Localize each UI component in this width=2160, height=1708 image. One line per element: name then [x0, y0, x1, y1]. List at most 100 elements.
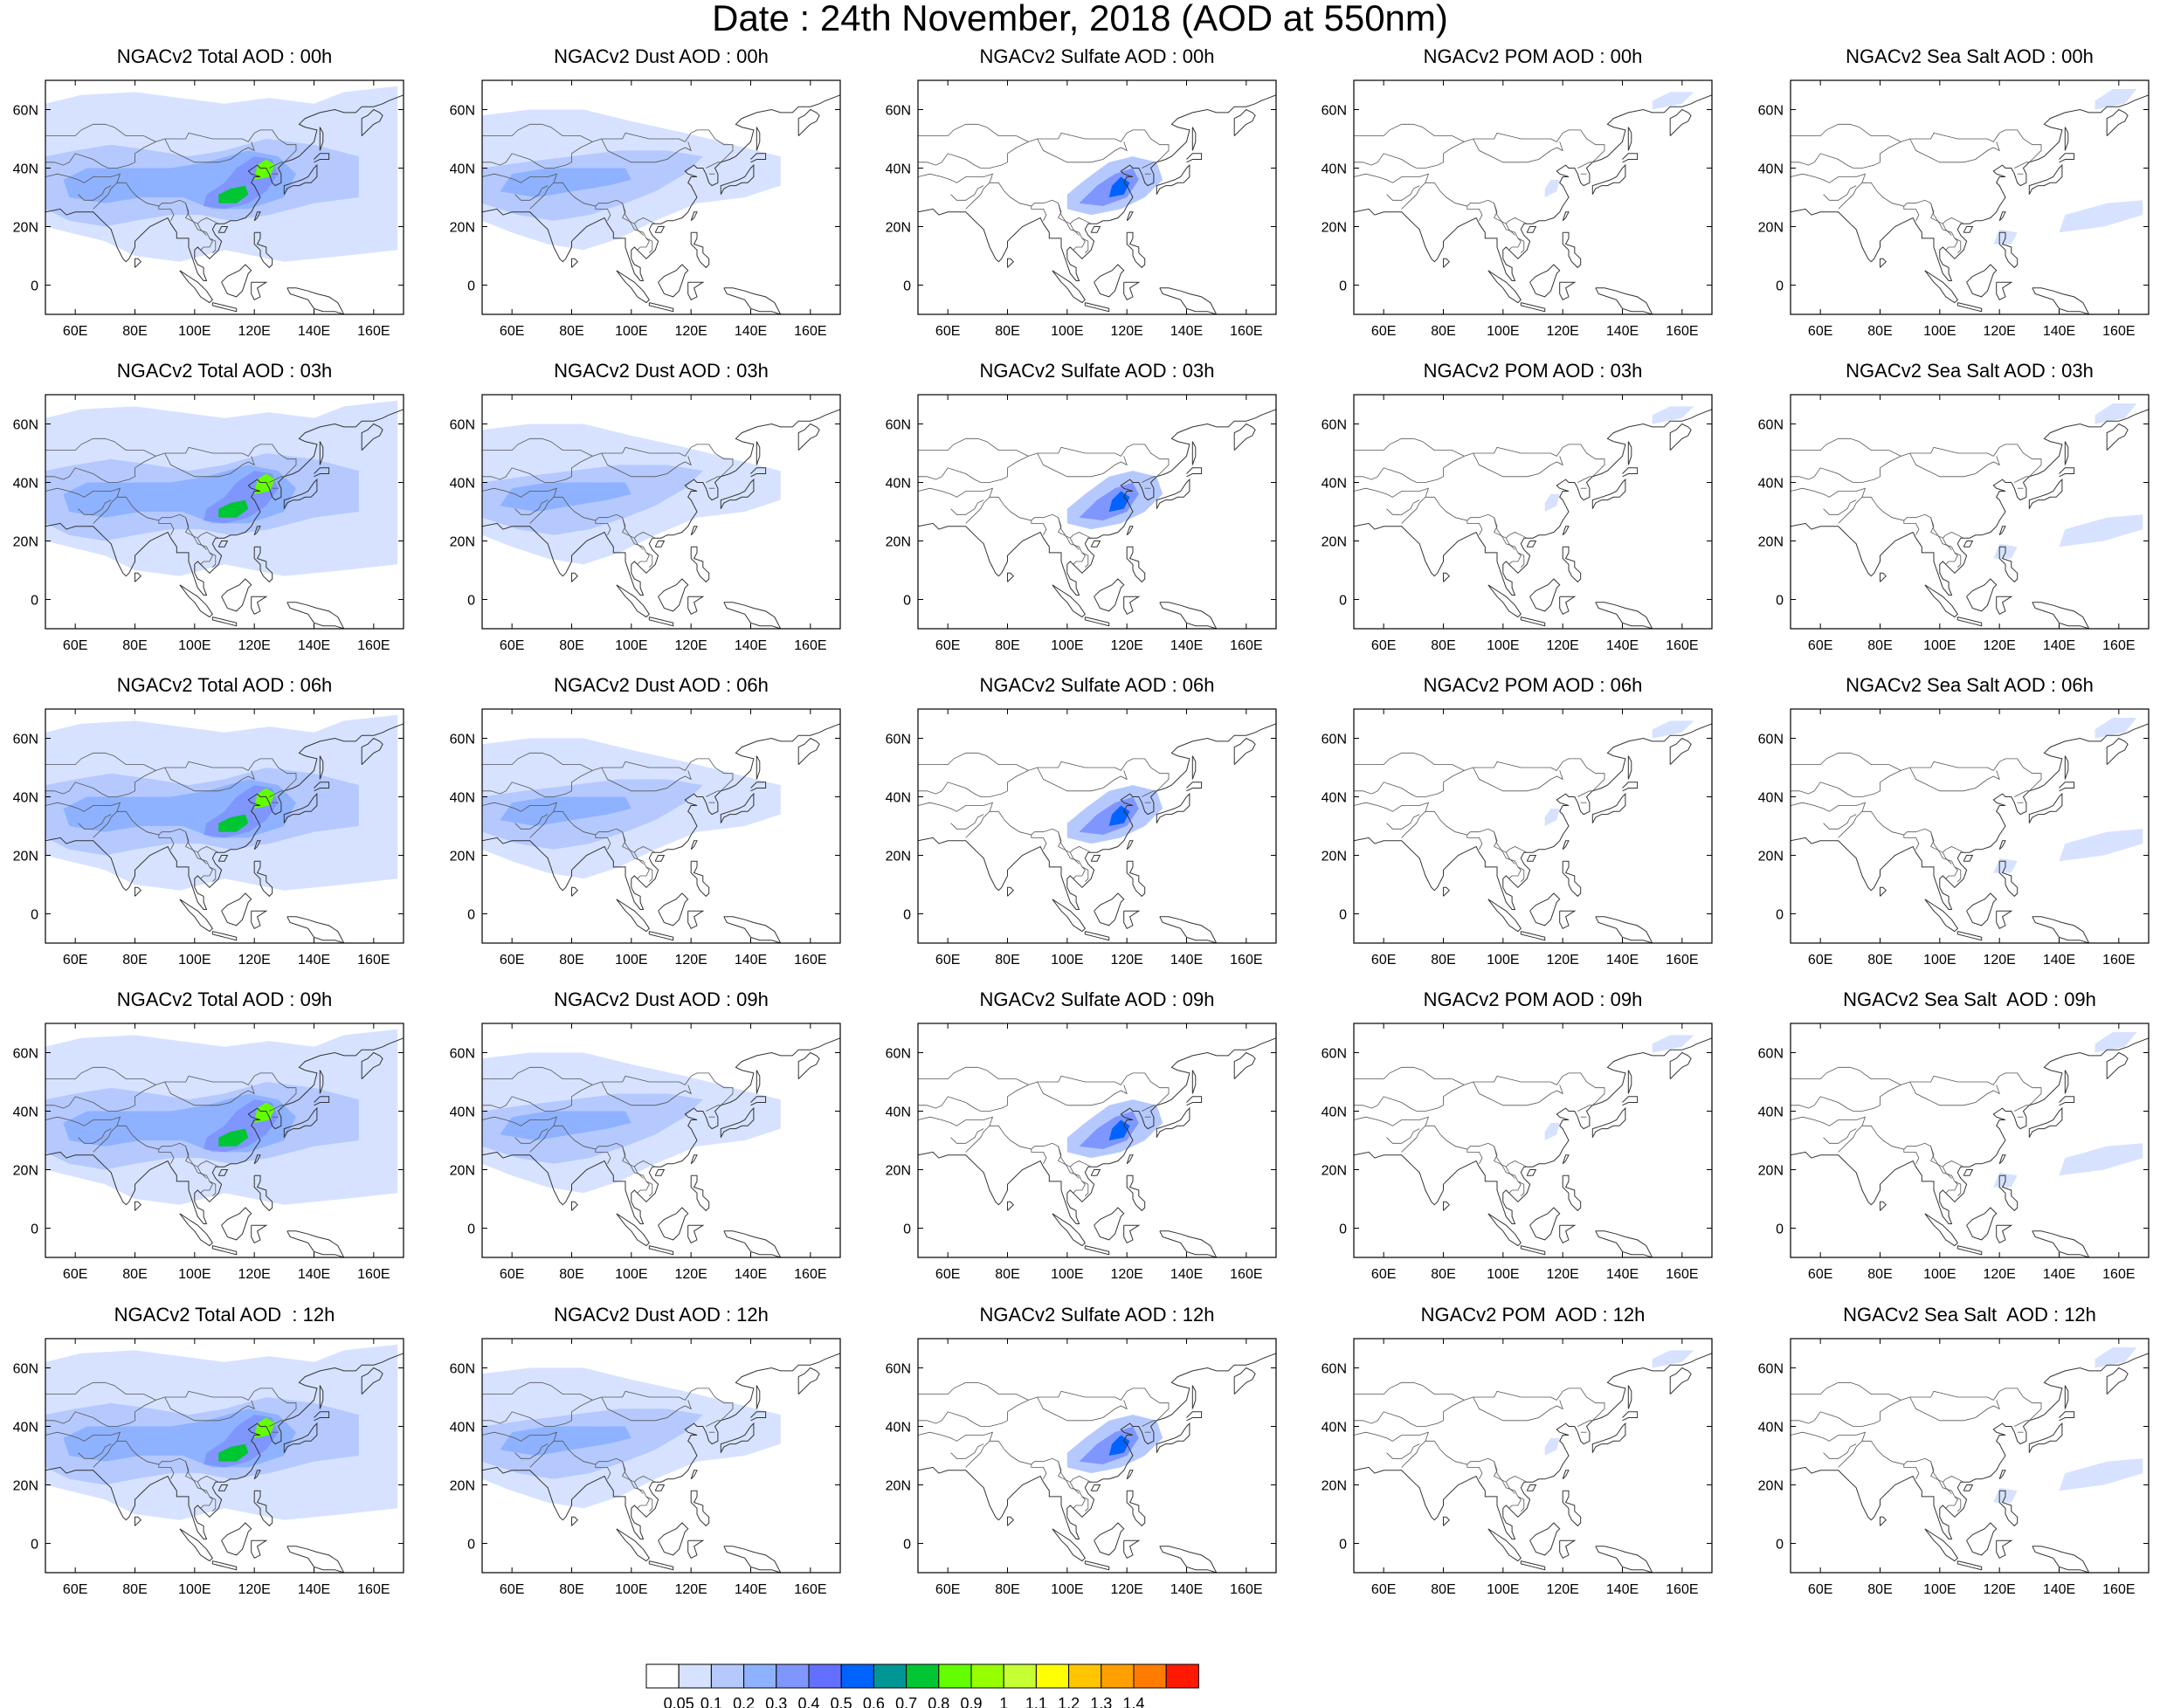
- aod-contour-6: [254, 473, 276, 494]
- country-border: [1386, 814, 1420, 830]
- coastline: [1998, 231, 2019, 269]
- lon-tick-label: 60E: [63, 1267, 87, 1282]
- lon-tick-label: 60E: [935, 324, 960, 339]
- lon-tick-label: 80E: [1431, 953, 1455, 968]
- country-border: [1031, 835, 1047, 850]
- lat-tick-label: 20N: [1758, 850, 1784, 864]
- map-panel-dust-12h: NGACv2 Dust AOD : 12h 60E 80E 100E 120E 140E 1…: [450, 1304, 841, 1608]
- map-frame: [45, 79, 404, 315]
- coastline: [1998, 526, 2006, 536]
- coastline: [1562, 840, 1570, 851]
- coastline: [1084, 1245, 1110, 1256]
- coastline: [1007, 1201, 1015, 1211]
- coastline: [314, 153, 330, 163]
- coastline: [1186, 1411, 1203, 1422]
- coastline: [1562, 526, 1570, 536]
- country-border: [918, 1388, 1170, 1427]
- coastline: [217, 541, 229, 548]
- lon-tick-label: 100E: [1923, 324, 1956, 339]
- coastline: [253, 1174, 273, 1212]
- map-panel-pom-09h: NGACv2 POM AOD : 09h 60E 80E 100E 120E 140E 16…: [1322, 988, 1713, 1292]
- coastline: [648, 302, 674, 313]
- map-frame: [1790, 79, 2150, 315]
- coastline: [1622, 782, 1639, 792]
- coastline: [482, 723, 840, 910]
- coastline: [658, 1207, 689, 1241]
- lat-tick-label: 60N: [450, 1362, 475, 1377]
- country-border: [1031, 520, 1047, 535]
- country-border: [45, 129, 297, 169]
- panel-title: NGACv2 POM AOD : 09h: [1423, 988, 1643, 1010]
- colorbar-swatch: [743, 1663, 777, 1689]
- country-border: [78, 814, 112, 830]
- country-border: [1505, 1167, 1515, 1179]
- coastline: [1791, 723, 2149, 910]
- coastline: [797, 108, 820, 136]
- map-frame: [45, 394, 404, 630]
- country-border: [1791, 487, 1867, 524]
- lon-tick-label: 60E: [1808, 1267, 1832, 1282]
- country-border: [645, 866, 653, 882]
- lon-tick-label: 60E: [1371, 953, 1396, 968]
- country-border: [595, 1464, 611, 1479]
- coastline: [283, 478, 318, 509]
- country-border: [117, 810, 219, 853]
- country-border: [1954, 238, 1962, 253]
- coastline: [1559, 1539, 1577, 1559]
- country-border: [1517, 1496, 1525, 1512]
- country-border: [1791, 802, 1867, 838]
- map-canvas: 60E 80E 100E 120E 140E 160E 0 20N 40N 60N: [13, 79, 404, 339]
- country-border: [1930, 203, 1958, 251]
- coastline: [658, 1522, 689, 1556]
- lat-tick-label: 60N: [1322, 733, 1347, 747]
- lon-tick-label: 80E: [1431, 1582, 1455, 1597]
- map-frame: [45, 708, 404, 944]
- lon-tick-label: 120E: [1546, 1582, 1578, 1597]
- colorbar-swatch: [873, 1663, 907, 1689]
- panel-title: NGACv2 Total AOD : 06h: [116, 674, 333, 696]
- lat-tick-label: 60N: [1758, 1047, 1784, 1062]
- country-border: [1142, 476, 1157, 483]
- aod-contour-6: [254, 159, 276, 180]
- country-border: [950, 814, 984, 830]
- lat-tick-label: 0: [31, 279, 38, 294]
- coastline: [1998, 1470, 2006, 1480]
- lat-tick-label: 40N: [13, 1421, 38, 1436]
- coastline: [1156, 478, 1190, 509]
- country-border: [1517, 238, 1525, 253]
- coastline: [1007, 886, 1015, 897]
- coastline: [918, 409, 1276, 596]
- aod-contour-5: [218, 185, 249, 203]
- coastline: [1090, 1484, 1101, 1491]
- country-border: [269, 790, 285, 797]
- country-border: [1425, 1440, 1528, 1483]
- coastline: [361, 108, 383, 136]
- lon-tick-label: 160E: [1230, 638, 1262, 653]
- coastline: [1669, 1051, 1692, 1079]
- lon-tick-label: 120E: [674, 1582, 707, 1597]
- coastline: [720, 478, 755, 509]
- country-border: [117, 1440, 219, 1483]
- lon-tick-label: 120E: [1546, 1267, 1578, 1282]
- coastline: [1090, 1169, 1101, 1176]
- lon-tick-label: 100E: [1923, 1267, 1956, 1282]
- coastline: [687, 1539, 705, 1559]
- lat-tick-label: 40N: [1758, 162, 1784, 177]
- coastline: [1562, 1174, 1582, 1212]
- coastline: [1126, 1470, 1134, 1480]
- coastline: [571, 1516, 579, 1526]
- coastline: [1529, 578, 1561, 612]
- lon-tick-label: 60E: [500, 324, 524, 339]
- coastline: [756, 441, 761, 465]
- country-border: [158, 1464, 175, 1479]
- country-border: [622, 203, 650, 251]
- coastline: [251, 1539, 268, 1559]
- lat-tick-label: 20N: [450, 1164, 475, 1179]
- coastline: [1156, 163, 1190, 195]
- country-border: [601, 1081, 692, 1106]
- country-border: [117, 496, 219, 539]
- aod-contour-2: [1544, 179, 1560, 197]
- coastline: [211, 1560, 238, 1571]
- coastline: [1126, 1490, 1146, 1527]
- country-border: [1031, 206, 1047, 221]
